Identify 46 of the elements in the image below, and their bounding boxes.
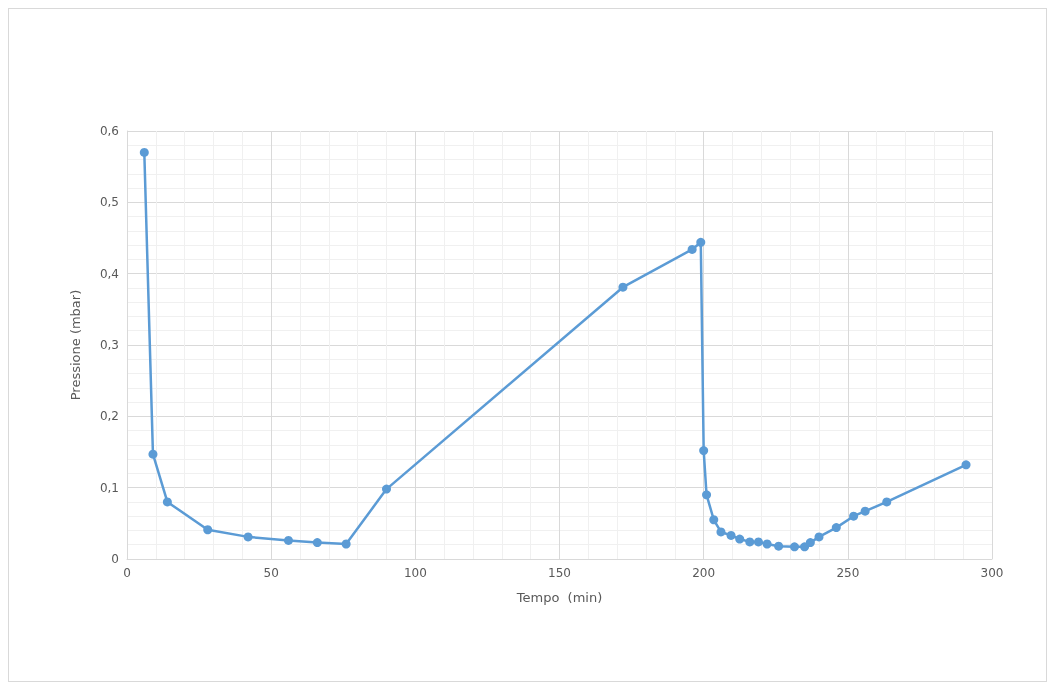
y-axis-title: Pressione (mbar) [68, 289, 83, 401]
point [735, 534, 745, 544]
y-tick-label: 0,6 [99, 124, 119, 138]
x-tick-label: 250 [836, 566, 860, 580]
point [831, 523, 841, 533]
point [162, 497, 172, 507]
point [882, 497, 892, 507]
x-axis-title: Tempo (min) [515, 590, 603, 605]
point [203, 525, 213, 535]
x-tick-label: 200 [692, 566, 716, 580]
point [790, 542, 799, 552]
point [139, 147, 149, 157]
y-tick-label: 0,4 [99, 266, 119, 281]
point [687, 244, 697, 254]
point [283, 535, 293, 545]
x-tick-label: 300 [980, 566, 1004, 580]
point [618, 282, 628, 292]
y-tick-label: 0,1 [99, 480, 119, 495]
point [312, 538, 322, 548]
x-tick-label: 50 [263, 566, 279, 580]
y-tick-label: 0,2 [99, 409, 119, 424]
y-tick-label: 0,5 [99, 195, 119, 210]
x-tick-label: 100 [403, 566, 427, 580]
point [148, 449, 158, 459]
point [702, 490, 712, 500]
point [699, 446, 709, 456]
y-tick-label: 0,3 [99, 338, 119, 352]
point [382, 484, 391, 494]
y-tick-label: 0 [111, 552, 119, 566]
point [961, 460, 971, 470]
point [709, 515, 719, 525]
point [774, 541, 784, 551]
point [805, 538, 815, 548]
point [762, 539, 772, 549]
point [243, 532, 253, 542]
point [753, 537, 763, 547]
point [696, 237, 706, 247]
point [341, 539, 351, 549]
point [716, 527, 726, 537]
point [860, 506, 870, 516]
point [849, 511, 859, 521]
x-tick-label: 150 [548, 566, 571, 580]
x-tick-label: 0 [123, 566, 131, 580]
point [726, 530, 736, 540]
point [745, 537, 755, 547]
point [814, 532, 824, 542]
